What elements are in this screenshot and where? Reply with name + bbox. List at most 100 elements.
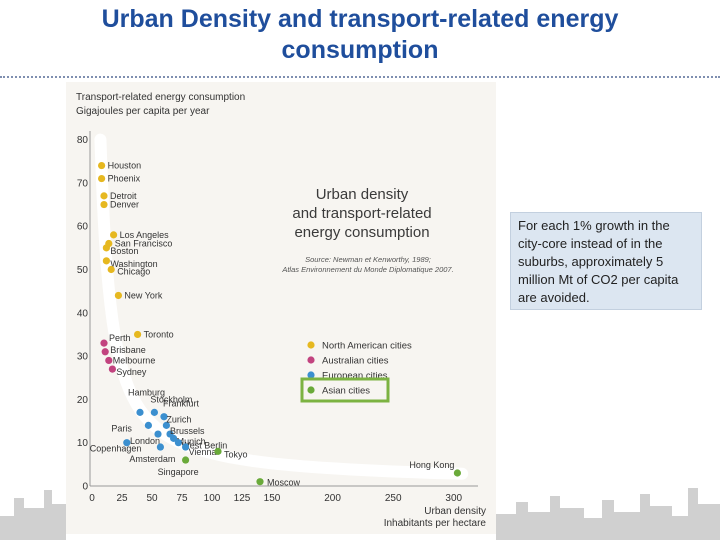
y-tick-label: 40 [77, 308, 89, 319]
data-point-label: Los Angeles [120, 230, 170, 240]
data-point [174, 439, 182, 447]
data-point-label: Hong Kong [409, 460, 454, 470]
title-divider [0, 76, 720, 78]
trend-curve [94, 133, 469, 480]
data-point [162, 421, 170, 429]
data-point [114, 291, 122, 300]
data-point [214, 447, 222, 455]
y-tick-label: 60 [77, 222, 89, 233]
legend-label: European cities [322, 371, 388, 382]
source-note: Source: Newman et Kenworthy, 1989; Atlas… [281, 255, 453, 274]
data-point-label: Perth [109, 333, 131, 343]
data-point-label: Stockholm [150, 394, 192, 404]
chart-title-line: Urban density [316, 186, 409, 203]
legend-marker [307, 341, 315, 349]
chart-title-line: and transport-related [292, 205, 431, 222]
data-point [98, 174, 106, 183]
data-point-label: Hamburg [128, 387, 165, 397]
data-point-label: Washington [110, 259, 157, 269]
data-point [256, 478, 264, 486]
data-point-label: Moscow [267, 478, 301, 488]
data-point [108, 365, 116, 373]
y-axis-title: Transport-related energy consumption Gig… [76, 92, 245, 117]
x-tick-label: 25 [116, 493, 128, 504]
data-point [134, 330, 142, 339]
data-point [154, 430, 162, 438]
data-point [100, 192, 108, 200]
data-point-label: Toronto [144, 329, 174, 339]
data-point [182, 443, 190, 451]
data-point-label: New York [124, 290, 163, 300]
data-point-label: Brisbane [110, 345, 146, 355]
data-point [123, 439, 131, 447]
data-point-label: Munich [177, 436, 206, 446]
data-point [105, 356, 113, 365]
x-tick-label: 300 [445, 493, 462, 504]
data-point [160, 413, 168, 421]
city-skyline-decoration [0, 488, 720, 540]
data-point [107, 265, 115, 274]
source-note-line: Source: Newman et Kenworthy, 1989; [305, 255, 431, 264]
data-point [156, 443, 164, 451]
chart-title-line: energy consumption [294, 224, 429, 241]
y-tick-label: 30 [77, 352, 89, 363]
data-point-label: Chicago [117, 267, 150, 277]
data-point-label: Sydney [116, 367, 147, 377]
legend-marker [307, 386, 315, 394]
legend-marker [307, 356, 315, 364]
slide-title: Urban Density and transport-related ener… [101, 5, 619, 64]
x-axis-title-line: Urban density [424, 506, 486, 517]
legend-highlight-box [300, 377, 390, 403]
data-point-label: Amsterdam [129, 454, 175, 464]
legend: North American cities Australian cities Eu… [300, 341, 412, 403]
data-point-label: Singapore [158, 467, 199, 477]
y-tick-label: 50 [77, 265, 89, 276]
data-point-label: West Berlin [181, 441, 227, 451]
data-point [102, 244, 110, 252]
legend-label: North American cities [322, 341, 412, 352]
data-point-label: Tokyo [224, 449, 248, 459]
data-point-label: Houston [108, 161, 142, 171]
x-axis-title-line: Inhabitants per hectare [384, 518, 487, 529]
data-point [102, 257, 110, 265]
data-point [182, 456, 190, 464]
y-tick-label: 10 [77, 438, 89, 449]
x-tick-label: 150 [264, 493, 281, 504]
x-axis-title: Urban density Inhabitants per hectare [384, 506, 487, 529]
data-point-label: Copenhagen [90, 444, 142, 454]
chart-axes: 0 10 20 30 40 50 60 70 80 0 25 50 75 100 125 150 200 250 3… [77, 130, 478, 504]
data-point [98, 161, 106, 170]
x-tick-label: 125 [234, 493, 251, 504]
y-tick-label: 0 [82, 482, 88, 493]
legend-label: Asian cities [322, 386, 370, 397]
data-point [110, 231, 118, 239]
y-axis-title-line: Transport-related energy consumption [76, 92, 245, 103]
x-tick-label: 250 [385, 493, 402, 504]
data-point-label: Melbourne [113, 355, 156, 365]
chart-title: Urban density and transport-related energy… [292, 186, 431, 241]
x-tick-label: 75 [176, 493, 188, 504]
y-tick-label: 20 [77, 395, 89, 406]
x-tick-label: 200 [324, 493, 341, 504]
data-point-label: Brussels [170, 426, 205, 436]
y-axis-title-line: Gigajoules per capita per year [76, 106, 210, 117]
x-tick-label: 100 [204, 493, 221, 504]
y-tick-label: 70 [77, 178, 89, 189]
data-point [100, 200, 108, 209]
data-point [453, 469, 461, 477]
x-tick-label: 0 [89, 493, 95, 504]
data-point-label: Denver [110, 200, 139, 210]
data-point-label: Zurich [166, 414, 191, 424]
data-point [136, 408, 144, 416]
legend-label: Australian cities [322, 356, 389, 367]
chart-title-text: Urban density and transport-related energy… [292, 186, 431, 241]
source-note-line: Atlas Environnement du Monde Diplomatiqu… [281, 265, 453, 274]
callout-box: For each 1% growth in the city-core inst… [510, 212, 702, 310]
data-point [144, 421, 152, 429]
data-point-label: Vienna [189, 447, 217, 457]
data-point [150, 408, 158, 416]
scatter-chart: Transport-related energy consumption Gig… [76, 92, 487, 529]
data-point [100, 339, 108, 347]
data-point-label: London [130, 436, 160, 446]
